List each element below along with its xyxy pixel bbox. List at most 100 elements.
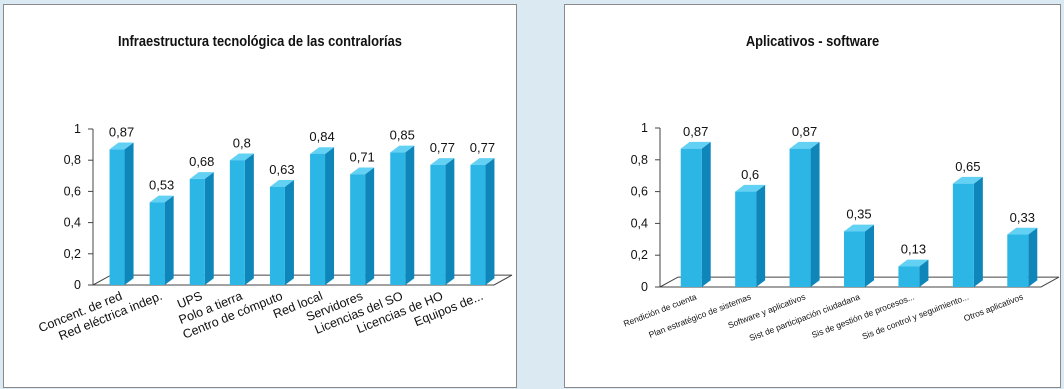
data-label: 0,35 [846, 207, 871, 222]
bar-front [470, 164, 486, 285]
bar [189, 172, 214, 285]
y-tick-label: 1 [74, 122, 81, 136]
bar-front [229, 160, 245, 285]
data-label: 0,71 [349, 149, 374, 164]
bar [1007, 227, 1038, 287]
bar [149, 195, 174, 285]
bar [680, 141, 711, 287]
bar-top [952, 176, 983, 184]
bar-front [189, 178, 205, 285]
bar-top [229, 153, 254, 161]
bar-side [244, 153, 254, 285]
data-label: 0,13 [901, 242, 926, 257]
bar-front [952, 183, 974, 287]
bar-side [810, 141, 820, 287]
data-label: 0,85 [390, 128, 415, 143]
bar-top [789, 141, 820, 149]
data-label: 0,87 [683, 124, 708, 139]
bar [898, 259, 929, 287]
chart-title: Aplicativos - software [745, 33, 880, 50]
y-tick-label: 0,4 [631, 216, 648, 230]
bar [350, 167, 375, 285]
bar-front [109, 149, 125, 285]
bar-top [844, 224, 874, 232]
bar-front [735, 191, 757, 287]
data-label: 0,63 [269, 162, 294, 177]
bar-front [149, 202, 165, 285]
bar [390, 145, 415, 285]
bar-top [470, 158, 495, 165]
bar-top [390, 145, 415, 153]
bar-side [445, 158, 455, 285]
bar [789, 141, 820, 287]
bar-front [898, 266, 920, 287]
bar-top [430, 158, 455, 165]
data-label: 0,53 [149, 178, 174, 193]
x-tick-label: Plan estratégico de sistemas [647, 292, 752, 340]
x-tick-label: Sis de control y seguimiento... [861, 292, 970, 342]
bar [430, 158, 455, 285]
chart-title: Infraestructura tecnológica de las contr… [118, 33, 402, 50]
data-label: 0,68 [189, 154, 214, 169]
bar-front [430, 164, 446, 285]
bar-side [325, 147, 335, 285]
bar-front [1007, 234, 1029, 287]
bar-side [365, 167, 375, 285]
y-tick-label: 0,2 [631, 248, 648, 262]
bar-top [735, 184, 766, 192]
bar [109, 142, 134, 285]
y-tick-label: 0 [74, 278, 81, 292]
bar-front [680, 148, 702, 287]
data-label: 0,6 [741, 167, 759, 182]
bar-side [919, 259, 929, 287]
bar [269, 179, 294, 285]
bar-side [284, 179, 294, 285]
y-tick-label: 0 [641, 280, 648, 294]
y-axis: 0 0,2 0,4 0,6 0,8 1 [64, 122, 94, 292]
bar-top [350, 167, 375, 175]
bar-side [973, 176, 983, 287]
data-label: 0,33 [1010, 210, 1035, 225]
bar-front [350, 174, 366, 285]
bar-top [680, 141, 711, 149]
bar-side [485, 158, 495, 285]
bar-front [269, 186, 285, 285]
bar-top [269, 179, 294, 187]
bar-top [310, 147, 335, 154]
bar [310, 147, 335, 285]
chart-panel-infraestructura: Infraestructura tecnológica de las contr… [3, 4, 517, 388]
bar-side [164, 195, 174, 285]
bar [952, 176, 983, 287]
bar-side [756, 184, 766, 287]
bar [735, 184, 766, 287]
bar-side [204, 172, 214, 285]
data-label: 0,84 [309, 129, 334, 144]
bar-side [405, 145, 415, 285]
y-tick-label: 1 [641, 121, 648, 135]
bar-side [124, 142, 134, 285]
bar-top [109, 142, 134, 150]
data-label: 0,8 [233, 135, 251, 150]
bar-front [390, 152, 406, 285]
y-tick-label: 0,8 [64, 153, 81, 167]
y-tick-label: 0,4 [64, 216, 81, 230]
bar-side [701, 141, 711, 287]
bar-front [789, 148, 811, 287]
data-label: 0,87 [109, 125, 134, 140]
bar [470, 158, 495, 285]
y-tick-label: 0,8 [631, 153, 648, 167]
bar-front [310, 153, 326, 285]
data-label: 0,77 [470, 140, 495, 155]
data-label: 0,65 [955, 159, 980, 174]
y-tick-label: 0,6 [631, 185, 648, 199]
x-tick-label: Otros aplicativos [962, 292, 1024, 324]
data-label: 0,77 [430, 140, 455, 155]
bar-top [189, 172, 214, 179]
data-label: 0,87 [792, 124, 817, 139]
y-tick-label: 0,2 [64, 247, 81, 261]
bar-side [865, 224, 874, 287]
bar-top [149, 195, 174, 203]
y-tick-label: 0,6 [64, 184, 81, 198]
